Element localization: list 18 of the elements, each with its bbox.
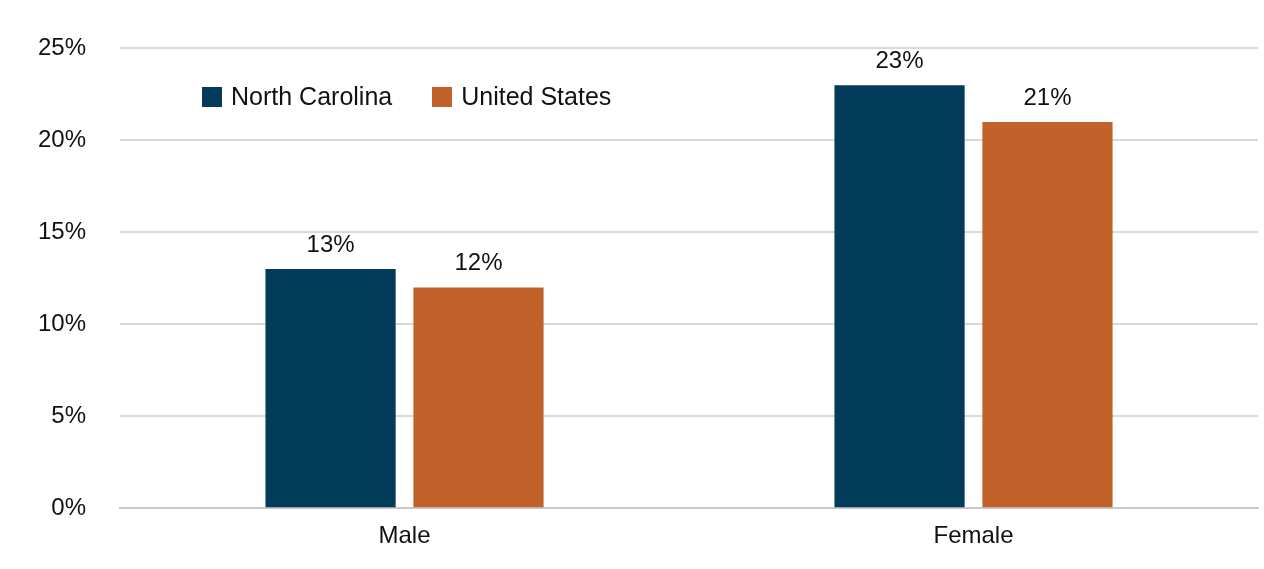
y-tick-label: 0% (51, 492, 87, 520)
y-tick-label: 5% (51, 400, 87, 428)
legend-label: United States (461, 82, 612, 112)
y-tick-label: 10% (37, 308, 87, 336)
data-label: 13% (306, 229, 355, 257)
x-tick-label: Female (933, 521, 1014, 549)
data-label: 21% (1023, 82, 1072, 110)
y-tick-label: 20% (37, 124, 87, 152)
bar (265, 269, 396, 508)
bar (413, 287, 544, 508)
bar (982, 121, 1113, 508)
y-tick-label: 25% (37, 33, 87, 61)
x-tick-label: Male (378, 521, 431, 549)
legend-label: North Carolina (231, 82, 393, 112)
y-tick-label: 15% (37, 216, 87, 244)
bar (834, 85, 965, 508)
data-label: 12% (454, 248, 503, 276)
data-label: 23% (875, 45, 924, 73)
